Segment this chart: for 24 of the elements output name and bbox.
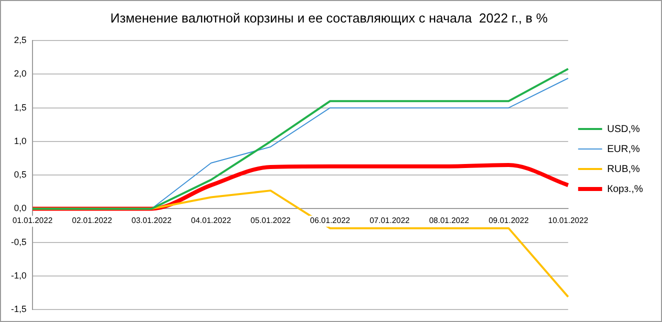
x-tick-label: 04.01.2022 bbox=[191, 216, 232, 225]
y-tick-label: -1,0 bbox=[10, 270, 27, 280]
y-tick-label: 0,0 bbox=[14, 203, 27, 214]
x-tick-label: 10.01.2022 bbox=[548, 216, 589, 225]
y-tick-label: 2,5 bbox=[14, 35, 27, 46]
legend-label: RUB,% bbox=[607, 164, 640, 175]
y-tick-label: 2,0 bbox=[14, 68, 27, 79]
x-tick-label: 06.01.2022 bbox=[310, 216, 351, 225]
x-tick-label: 01.01.2022 bbox=[12, 216, 54, 225]
legend-label: Корз.,% bbox=[607, 184, 644, 195]
y-tick-label: 1,0 bbox=[14, 136, 27, 146]
legend-label: EUR,% bbox=[607, 144, 640, 155]
y-tick-label: -0,5 bbox=[10, 236, 27, 247]
y-tick-label: 1,5 bbox=[14, 102, 27, 112]
chart-title: Изменение валютной корзины и ее составляющих с начала 2022 г., в % bbox=[110, 10, 548, 26]
x-tick-label: 07.01.2022 bbox=[370, 216, 410, 225]
legend-label: USD,% bbox=[607, 124, 640, 135]
y-tick-label: -1,5 bbox=[10, 304, 27, 314]
x-tick-label: 08.01.2022 bbox=[429, 216, 470, 225]
y-tick-label: 0,5 bbox=[14, 170, 27, 180]
x-tick-label: 03.01.2022 bbox=[132, 216, 172, 225]
x-tick-label: 05.01.2022 bbox=[250, 216, 292, 225]
x-tick-label: 02.01.2022 bbox=[72, 216, 113, 225]
x-tick-label: 09.01.2022 bbox=[488, 216, 530, 225]
